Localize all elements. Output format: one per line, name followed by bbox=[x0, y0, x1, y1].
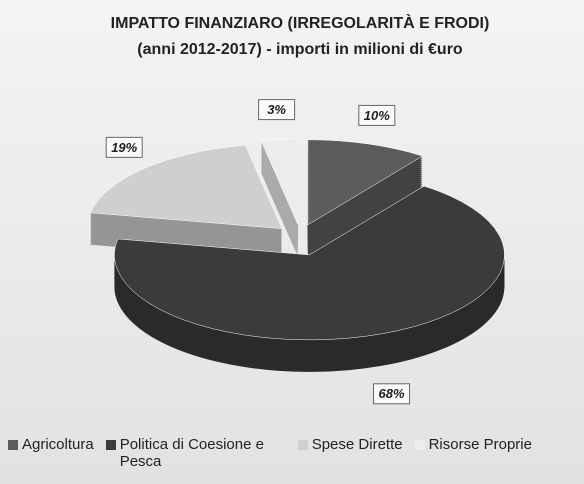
legend-swatch bbox=[8, 440, 18, 450]
legend-item: Politica di Coesione e Pesca bbox=[105, 436, 286, 470]
pie-slice bbox=[114, 185, 505, 341]
pie-slice bbox=[307, 139, 424, 226]
legend-swatch bbox=[105, 440, 116, 450]
pie-chart: IMPATTO FINANZIARO (IRREGOLARITÀ E FRODI… bbox=[89, 13, 505, 405]
legend-swatch bbox=[297, 440, 308, 450]
legend: Agricoltura Politica di Coesione e Pesca S… bbox=[8, 436, 584, 470]
legend-item: Agricoltura bbox=[8, 436, 94, 470]
data-label-text: 68% bbox=[379, 386, 405, 401]
legend-item: Spese Dirette bbox=[297, 436, 403, 470]
pie-slice bbox=[260, 138, 298, 225]
data-label: 3% bbox=[258, 99, 296, 121]
legend-label: Risorse Proprie bbox=[428, 436, 532, 453]
legend-label: Agricoltura bbox=[22, 436, 94, 453]
chart-subtitle: (anni 2012-2017) - importi in milioni di… bbox=[137, 41, 463, 58]
data-label-box bbox=[258, 99, 296, 121]
data-label-box bbox=[105, 136, 143, 158]
data-label-box bbox=[373, 383, 411, 405]
data-label: 68% bbox=[373, 383, 411, 405]
data-label-text: 19% bbox=[111, 140, 137, 155]
data-label-box bbox=[358, 104, 396, 126]
legend-label: Spese Dirette bbox=[311, 436, 403, 453]
data-label-text: 10% bbox=[364, 108, 390, 123]
data-label-text: 3% bbox=[267, 102, 286, 117]
data-label: 19% bbox=[105, 136, 143, 158]
chart-title: IMPATTO FINANZIARO (IRREGOLARITÀ E FRODI… bbox=[111, 13, 490, 32]
legend-swatch bbox=[414, 440, 425, 450]
data-label: 10% bbox=[358, 104, 396, 126]
pie-slice bbox=[89, 144, 283, 229]
legend-label: Politica di Coesione e Pesca bbox=[119, 436, 264, 470]
legend-item: Risorse Proprie bbox=[414, 436, 532, 470]
